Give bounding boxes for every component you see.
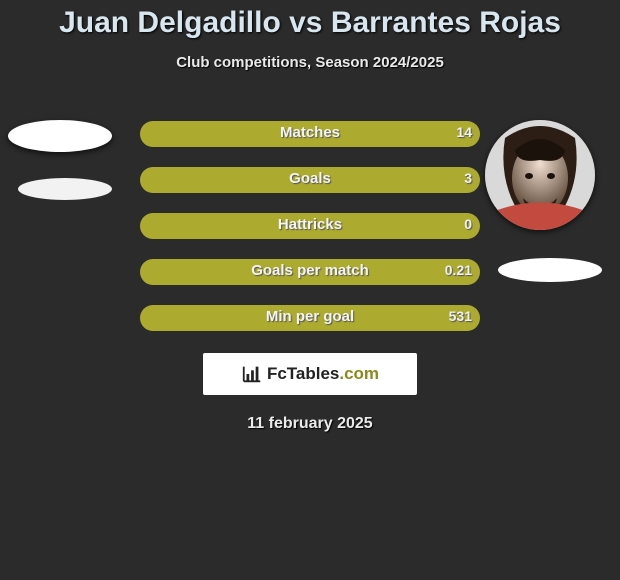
stat-label: Goals per match — [140, 262, 480, 279]
footer-brand-link[interactable]: FcTables.com — [203, 353, 417, 395]
player-right-avatar-shadow — [498, 258, 602, 282]
stat-bar: Goals per match 0.21 — [140, 259, 480, 285]
stat-row: Matches 14 — [0, 111, 620, 157]
stat-value-right: 0.21 — [445, 262, 472, 278]
stat-row: Hattricks 0 — [0, 203, 620, 249]
stat-row: Min per goal 531 — [0, 295, 620, 341]
player-left-avatar-shadow — [18, 178, 112, 200]
subtitle: Club competitions, Season 2024/2025 — [0, 54, 620, 71]
stat-bar: Min per goal 531 — [140, 305, 480, 331]
stat-label: Min per goal — [140, 308, 480, 325]
generation-date: 11 february 2025 — [0, 415, 620, 433]
stat-bar: Matches 14 — [140, 121, 480, 147]
stat-value-right: 0 — [464, 216, 472, 232]
bar-chart-icon — [241, 363, 263, 385]
stat-label: Hattricks — [140, 216, 480, 233]
stat-bar: Goals 3 — [140, 167, 480, 193]
footer-brand-text: FcTables.com — [267, 364, 379, 384]
stat-value-right: 3 — [464, 170, 472, 186]
stat-label: Matches — [140, 124, 480, 141]
stat-label: Goals — [140, 170, 480, 187]
stat-bar: Hattricks 0 — [140, 213, 480, 239]
stat-value-right: 531 — [449, 308, 472, 324]
stat-value-right: 14 — [456, 124, 472, 140]
page-title: Juan Delgadillo vs Barrantes Rojas — [0, 6, 620, 40]
